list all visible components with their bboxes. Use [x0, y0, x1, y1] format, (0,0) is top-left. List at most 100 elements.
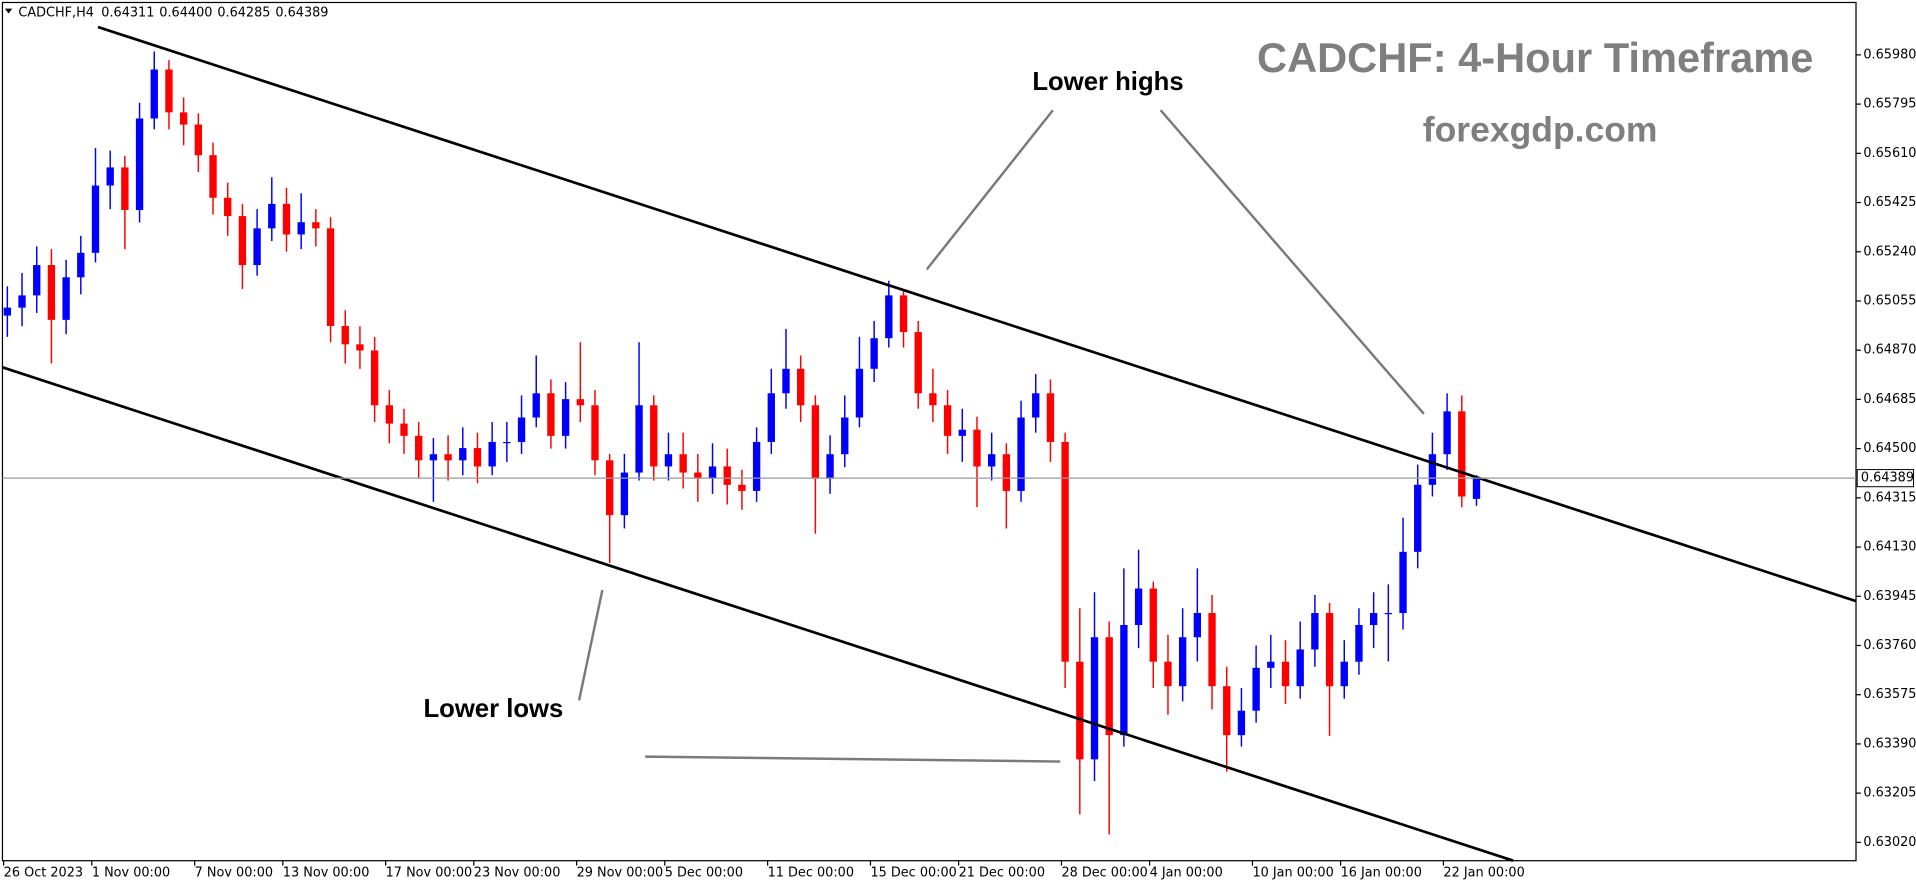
y-tick-label: 0.65795: [1863, 97, 1916, 112]
candle-body: [473, 448, 482, 467]
x-tick-label: 28 Dec 00:00: [1061, 865, 1147, 880]
x-tick-label: 29 Nov 00:00: [577, 865, 664, 880]
candle-body: [121, 167, 129, 210]
candle-body: [650, 405, 658, 467]
candle-body: [326, 228, 335, 326]
y-tick-label: 0.63945: [1863, 589, 1916, 604]
y-tick-label: 0.63575: [1863, 687, 1916, 702]
x-tick-label: 11 Dec 00:00: [768, 865, 854, 880]
x-tick-label: 13 Nov 00:00: [283, 865, 370, 880]
candle-body: [91, 185, 100, 253]
symbol: CADCHF,H4: [18, 5, 94, 20]
header-low: 0.64285: [217, 5, 270, 20]
candle-body: [826, 454, 834, 479]
candle-body: [312, 222, 320, 229]
chart-title: CADCHF: 4-Hour Timeframe: [1257, 34, 1813, 81]
header-open: 0.64311: [101, 5, 154, 20]
candle-body: [561, 399, 570, 436]
candle-body: [870, 338, 878, 369]
candle-body: [503, 441, 511, 444]
candle-body: [811, 405, 820, 479]
candle-body: [1399, 551, 1407, 614]
candle-body: [973, 429, 981, 467]
candle-body: [1208, 613, 1216, 687]
y-tick-label: 0.65980: [1863, 47, 1916, 62]
x-tick-label: 22 Jan 00:00: [1443, 865, 1524, 880]
candle-body: [943, 405, 952, 436]
pointer-line: [1159, 109, 1425, 415]
candle-body: [929, 393, 937, 406]
candle-body: [708, 466, 717, 479]
x-tick-label: 26 Oct 2023: [4, 865, 83, 880]
y-tick-label: 0.65240: [1863, 244, 1916, 259]
candle-body: [1178, 637, 1187, 687]
candle-body: [1267, 661, 1275, 668]
candle-body: [488, 441, 496, 467]
y-tick-label: 0.64685: [1863, 392, 1916, 407]
candle-body: [1032, 393, 1040, 418]
candle-body: [679, 454, 687, 473]
candle-body: [135, 118, 144, 210]
candle-body: [3, 307, 12, 316]
last-price-box: [1856, 469, 1915, 488]
annotation: Lower highs: [1032, 68, 1183, 96]
candle-body: [606, 460, 614, 516]
candle-body: [33, 265, 41, 296]
candle-body: [1046, 393, 1055, 442]
pointer-line: [577, 589, 604, 701]
x-tick-label: 7 Nov 00:00: [195, 865, 273, 880]
candle-body: [797, 368, 805, 406]
candle-body: [767, 393, 775, 442]
candle-body: [238, 216, 247, 266]
candle-body: [958, 429, 966, 436]
candle-body: [47, 265, 56, 320]
candle-body: [1134, 588, 1143, 625]
candles: [3, 51, 1481, 835]
candle-body: [738, 484, 746, 491]
header-close: 0.64389: [275, 5, 328, 20]
candle-body: [268, 203, 276, 229]
x-tick-label: 5 Dec 00:00: [665, 865, 743, 880]
candle-body: [635, 405, 643, 473]
candle-body: [1017, 417, 1025, 491]
x-tick-label: 15 Dec 00:00: [870, 865, 956, 880]
candle-body: [370, 350, 379, 406]
candle-body: [1340, 661, 1348, 687]
y-tick-label: 0.63390: [1863, 736, 1916, 751]
candle-body: [1428, 454, 1437, 485]
y-tick-label: 0.65055: [1863, 293, 1916, 308]
candle-body: [18, 295, 26, 308]
header-high: 0.64400: [159, 5, 212, 20]
candle-body: [62, 277, 70, 320]
candle-body: [253, 228, 261, 266]
candle-body: [444, 454, 452, 461]
candle-body: [855, 368, 864, 418]
candle-body: [209, 155, 217, 198]
candle-body: [782, 368, 790, 394]
candle-body: [77, 252, 85, 278]
y-tick-label: 0.64500: [1863, 441, 1916, 456]
annotation: Lower lows: [423, 695, 563, 723]
candle-body: [415, 435, 423, 461]
candle-body: [532, 393, 540, 418]
candle-body: [914, 332, 922, 394]
candle-body: [1414, 484, 1422, 552]
x-tick-label: 16 Jan 00:00: [1341, 865, 1422, 880]
x-tick-label: 23 Nov 00:00: [474, 865, 561, 880]
y-tick-label: 0.64315: [1863, 490, 1916, 505]
y-tick-label: 0.65610: [1863, 146, 1916, 161]
candle-body: [1061, 441, 1069, 662]
chart-subtitle: forexgdp.com: [1423, 110, 1658, 150]
candle-body: [1105, 637, 1113, 736]
candle-body: [1252, 667, 1260, 711]
y-tick-label: 0.63020: [1863, 835, 1916, 850]
candle-body: [1281, 661, 1290, 687]
candle-body: [179, 112, 188, 125]
candle-body: [1076, 661, 1084, 760]
y-tick-label: 0.63760: [1863, 638, 1916, 653]
candle-body: [987, 454, 996, 467]
candle-body: [1325, 613, 1334, 687]
candle-body: [620, 472, 629, 516]
candle-body: [752, 441, 761, 491]
